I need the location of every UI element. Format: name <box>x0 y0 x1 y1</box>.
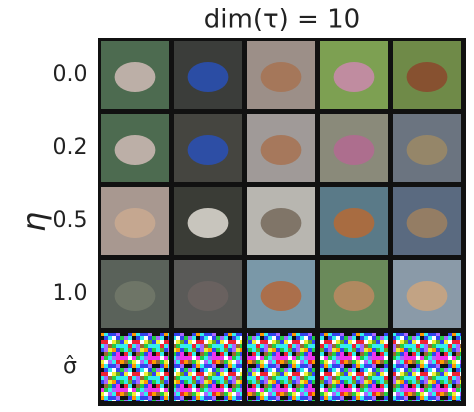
image-subject <box>114 281 156 311</box>
image-subject <box>187 135 229 165</box>
image-subject <box>406 62 448 92</box>
image-subject <box>406 135 448 165</box>
noise-tile <box>174 333 242 401</box>
image-subject <box>333 281 375 311</box>
image-subject <box>333 208 375 238</box>
figure-title: dim(τ) = 10 <box>204 5 360 35</box>
image-subject <box>187 208 229 238</box>
row-label: 1.0 <box>53 281 88 306</box>
image-subject <box>187 62 229 92</box>
y-axis-label: η <box>15 212 53 232</box>
image-subject <box>260 135 302 165</box>
image-subject <box>333 135 375 165</box>
image-subject <box>114 135 156 165</box>
image-subject <box>260 208 302 238</box>
row-label: 0.2 <box>53 135 88 160</box>
row-label: 0.0 <box>53 62 88 87</box>
image-subject <box>406 281 448 311</box>
noise-tile <box>101 333 169 401</box>
noise-tile <box>393 333 461 401</box>
image-subject <box>114 62 156 92</box>
image-subject <box>260 62 302 92</box>
row-label: σ̂ <box>63 354 77 379</box>
image-grid <box>101 41 461 401</box>
noise-tile <box>320 333 388 401</box>
row-label: 0.5 <box>53 208 88 233</box>
noise-tile <box>247 333 315 401</box>
image-subject <box>260 281 302 311</box>
image-subject <box>406 208 448 238</box>
image-subject <box>187 281 229 311</box>
image-subject <box>333 62 375 92</box>
image-subject <box>114 208 156 238</box>
